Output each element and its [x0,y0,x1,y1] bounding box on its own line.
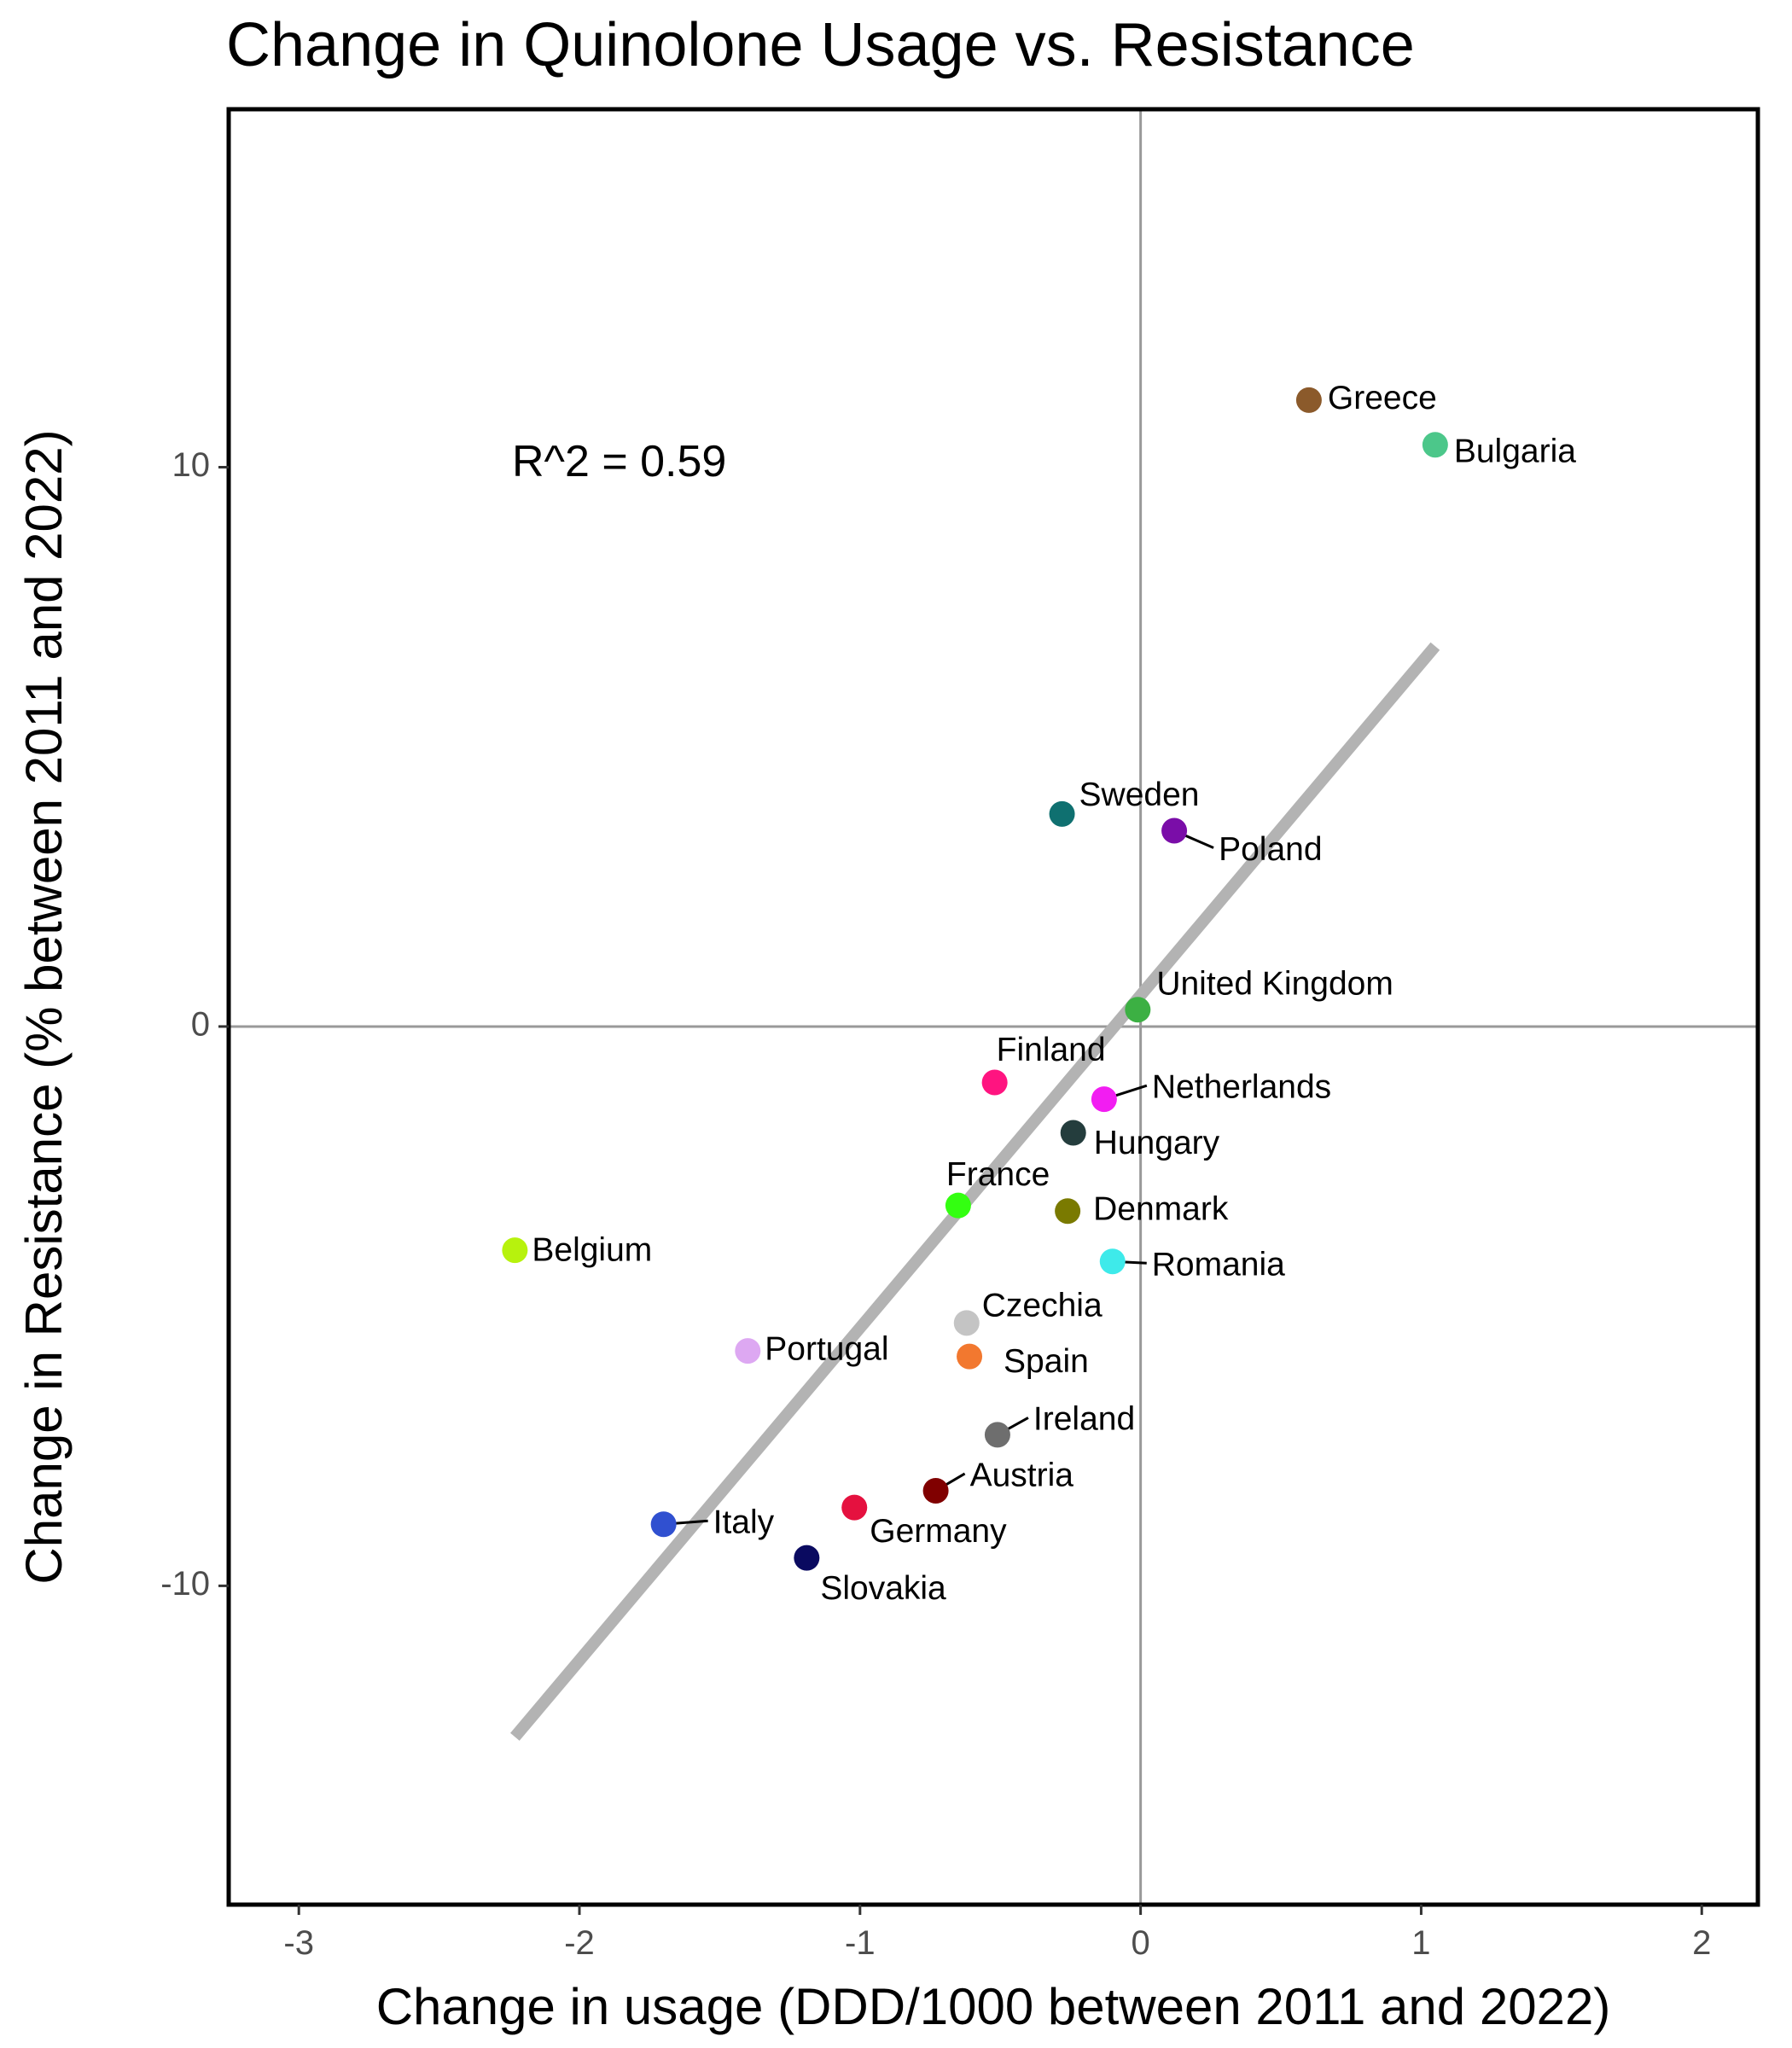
point-france [945,1192,971,1219]
point-netherlands [1091,1086,1117,1113]
label-austria: Austria [970,1457,1074,1493]
label-france: France [946,1156,1050,1193]
plot-border [226,107,1760,1907]
y-tick-label: 0 [191,1006,210,1044]
x-axis-title: Change in usage (DDD/1000 between 2011 a… [376,1978,1611,2035]
y-axis-ticks: -10 0 10 [160,446,229,1603]
trend-line-group [510,642,1440,1741]
point-denmark [1055,1198,1081,1225]
point-romania [1099,1248,1126,1275]
y-tick-label: 10 [172,446,211,484]
label-slovakia: Slovakia [820,1570,946,1607]
point-austria [922,1477,949,1504]
point-italy [650,1511,677,1538]
label-netherlands: Netherlands [1152,1068,1331,1105]
label-denmark: Denmark [1093,1191,1229,1228]
point-sweden [1049,800,1075,827]
x-tick-label: 2 [1692,1924,1711,1962]
label-greece: Greece [1328,380,1437,416]
label-italy: Italy [713,1504,775,1541]
r-squared-annotation: R^2 = 0.59 [512,437,726,486]
point-finland [981,1069,1008,1096]
point-bulgaria [1422,432,1448,458]
label-sweden: Sweden [1079,777,1200,813]
label-ireland: Ireland [1033,1401,1135,1438]
point-czechia [953,1310,980,1336]
point-slovakia [794,1545,820,1571]
label-germany: Germany [870,1513,1007,1550]
x-tick-label: -2 [564,1924,595,1962]
x-tick-label: -3 [283,1924,314,1962]
point-germany [841,1494,868,1521]
label-poland: Poland [1219,831,1322,868]
y-tick-label: -10 [160,1565,210,1603]
x-tick-label: -1 [845,1924,876,1962]
label-czechia: Czechia [982,1288,1103,1324]
point-spain [957,1343,983,1370]
label-finland: Finland [997,1032,1106,1068]
y-axis-title: Change in Resistance (% between 2011 and… [15,429,73,1584]
point-portugal [735,1338,761,1364]
point-ireland [984,1422,1010,1448]
point-hungary [1060,1120,1086,1146]
reference-lines [229,109,1758,1905]
chart-title: Change in Quinolone Usage vs. Resistance [226,11,1415,79]
point-belgium [502,1237,528,1264]
x-tick-label: 1 [1411,1924,1430,1962]
label-hungary: Hungary [1094,1125,1220,1161]
label-bulgaria: Bulgaria [1454,433,1576,470]
point-greece [1295,387,1322,413]
label-united-kingdom: United Kingdom [1156,966,1393,1003]
point-poland [1161,817,1188,844]
point-united-kingdom [1125,997,1151,1023]
label-spain: Spain [1004,1343,1089,1380]
label-portugal: Portugal [765,1330,888,1367]
data-points [502,387,1448,1571]
trend-line [510,642,1440,1741]
x-axis-ticks: -3 -2 -1 0 1 2 [283,1905,1711,1962]
label-belgium: Belgium [532,1231,652,1268]
x-tick-label: 0 [1131,1924,1149,1962]
label-romania: Romania [1152,1247,1285,1283]
point-labels: Greece Bulgaria Sweden Poland United Kingdom… [532,380,1576,1607]
